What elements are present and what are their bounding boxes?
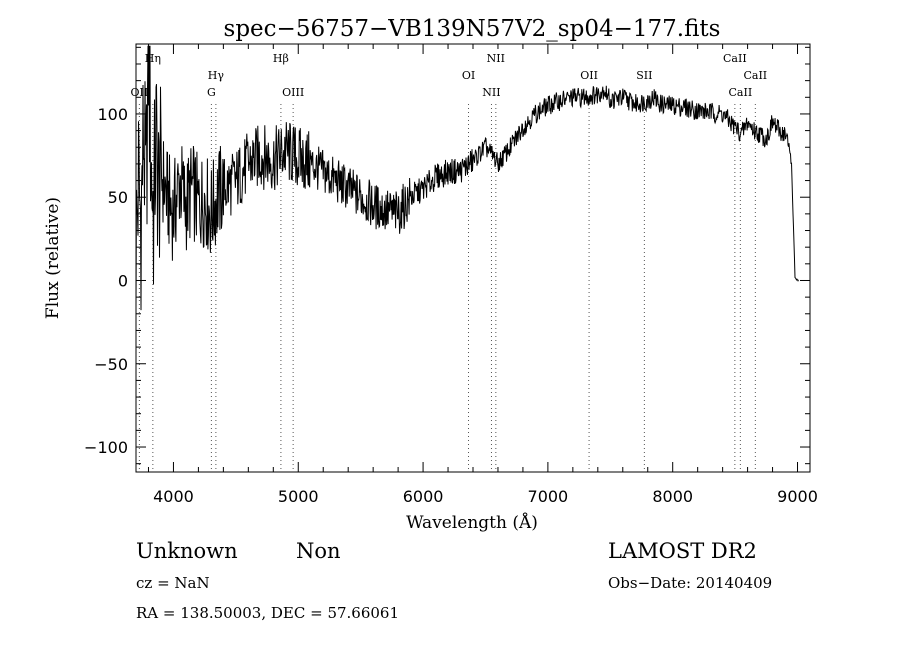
plot-frame <box>135 43 811 473</box>
object-subclass: Non <box>296 539 341 563</box>
emission-line-label: SII <box>636 69 652 82</box>
y-tick-label: 100 <box>97 105 128 124</box>
emission-line-label: Hβ <box>273 52 289 65</box>
redshift-cz: cz = NaN <box>136 574 210 592</box>
coordinates: RA = 138.50003, DEC = 57.66061 <box>136 604 400 622</box>
emission-line-label: Hγ <box>208 69 225 82</box>
emission-line-label: OII <box>131 86 149 99</box>
emission-line-label: OIII <box>282 86 304 99</box>
x-tick-label: 9000 <box>777 487 818 506</box>
x-tick-label: 7000 <box>528 487 569 506</box>
survey-label: LAMOST DR2 <box>608 539 757 563</box>
emission-line-markers: Hη OII Hγ G Hβ OIII NII OI NII OII SII CaII CaII CaII <box>131 52 767 472</box>
emission-line-label: NII <box>487 52 505 65</box>
y-axis-label: Flux (relative) <box>43 197 63 319</box>
x-tick-label: 4000 <box>153 487 194 506</box>
axis-ticks: 4000 5000 6000 7000 8000 9000 −100 −50 0 50 100 <box>84 44 818 506</box>
object-class: Unknown <box>136 539 238 563</box>
emission-line-label: OI <box>462 69 475 82</box>
x-axis-label: Wavelength (Å) <box>406 512 538 533</box>
emission-line-label: CaII <box>743 69 767 82</box>
y-tick-label: 0 <box>118 271 128 290</box>
emission-line-label: Hη <box>145 52 161 65</box>
emission-line-label: G <box>207 86 216 99</box>
y-tick-label: −100 <box>84 438 128 457</box>
observation-date: Obs−Date: 20140409 <box>608 574 773 592</box>
emission-line-label: CaII <box>729 86 753 99</box>
chart-title: spec−56757−VB139N57V2_sp04−177.fits <box>224 16 721 42</box>
emission-line-label: OII <box>580 69 598 82</box>
x-tick-label: 5000 <box>278 487 319 506</box>
series-line <box>135 45 799 311</box>
y-tick-label: −50 <box>94 355 128 374</box>
emission-line-label: NII <box>482 86 500 99</box>
x-tick-label: 8000 <box>652 487 693 506</box>
emission-line-label: CaII <box>723 52 747 65</box>
y-tick-label: 50 <box>108 188 128 207</box>
x-tick-label: 6000 <box>403 487 444 506</box>
